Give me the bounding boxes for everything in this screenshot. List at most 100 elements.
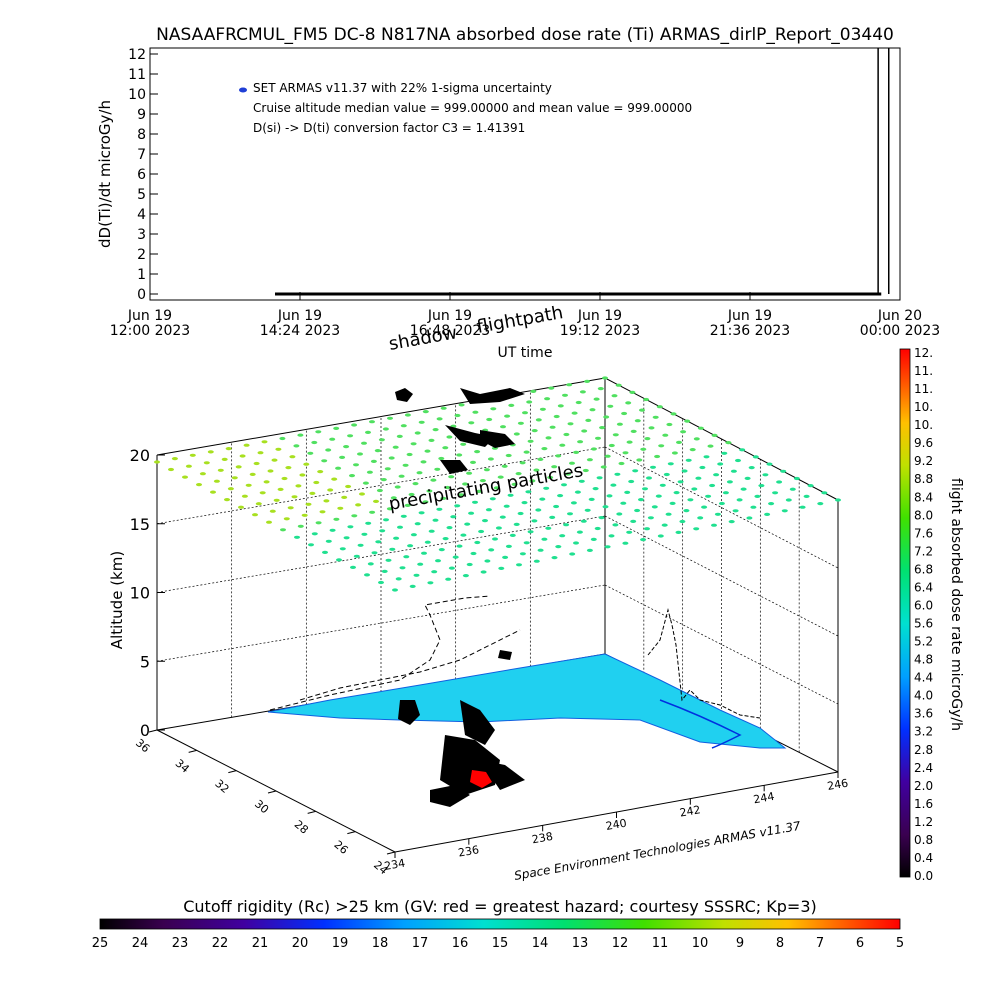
floor-contour-blue	[659, 699, 742, 749]
particle-dot	[329, 528, 336, 532]
particle-dot	[526, 400, 533, 404]
right-colorbar-tick-label: 12.	[914, 346, 933, 360]
particle-dot	[325, 539, 332, 543]
particle-dot	[557, 404, 564, 408]
legend-line-3: D(si) -> D(ti) conversion factor C3 = 1.…	[253, 121, 525, 135]
particle-dot	[527, 530, 534, 534]
particle-dot	[571, 411, 578, 415]
particle-dot	[291, 495, 298, 499]
right-colorbar-tick-label: 6.4	[914, 580, 933, 594]
top-y-tick-label: 2	[137, 247, 146, 263]
particle-dot	[313, 480, 320, 485]
top-x-tick-label-2: 21:36 2023	[710, 323, 790, 339]
particle-dot	[308, 543, 314, 547]
particle-dot	[224, 498, 230, 502]
particle-dot	[545, 526, 552, 530]
particle-dot	[595, 436, 601, 440]
particle-dot	[466, 471, 473, 475]
particle-dot	[626, 530, 633, 534]
particle-dot	[533, 468, 540, 472]
particle-dot	[608, 443, 615, 448]
particle-dot	[297, 524, 304, 528]
particle-dot	[592, 487, 599, 491]
particle-dot	[378, 580, 384, 585]
particle-dot	[317, 470, 324, 474]
latitude-tick	[307, 810, 316, 814]
particle-dot	[327, 488, 334, 492]
particle-dot	[309, 491, 316, 495]
particle-dot	[364, 573, 370, 577]
particle-dot	[445, 577, 452, 581]
bottom-colorbar-tick-label: 23	[172, 936, 189, 951]
right-colorbar-tick-label: 8.8	[914, 472, 933, 486]
particle-dot	[398, 474, 405, 478]
particle-dot	[474, 540, 481, 545]
particle-dot	[213, 479, 220, 483]
altitude-axis: 0 5 10 15 20	[130, 446, 165, 740]
particle-dot	[468, 511, 475, 515]
particle-dot	[305, 502, 312, 506]
bottom-colorbar-tick-label: 20	[292, 936, 309, 951]
bottom-colorbar-tick-label: 9	[736, 936, 744, 951]
particle-dot	[559, 443, 566, 447]
particle-dot	[347, 434, 354, 438]
particle-dot	[616, 422, 623, 426]
latitude-tick	[267, 790, 277, 794]
particle-dot	[438, 548, 445, 552]
particle-dot	[585, 418, 592, 422]
particle-dot	[397, 525, 403, 529]
particle-dot	[611, 394, 618, 398]
particle-dot	[594, 526, 601, 531]
particle-dot	[273, 498, 280, 502]
particle-dot	[442, 446, 449, 450]
particle-dot	[557, 494, 564, 498]
particle-dot	[295, 484, 302, 488]
particle-dot	[394, 485, 401, 489]
particle-dot	[154, 460, 160, 464]
right-colorbar-tick-label: 6.8	[914, 562, 933, 576]
particle-dot	[529, 479, 536, 483]
particle-dot	[267, 469, 274, 473]
particle-dot	[493, 486, 500, 490]
particle-dot	[531, 429, 538, 433]
particle-dot	[628, 479, 635, 484]
right-colorbar-tick-label: 4.8	[914, 653, 933, 667]
particle-dot	[424, 449, 431, 453]
particle-dot	[513, 522, 520, 527]
longitude-tick-label: 234	[383, 857, 406, 873]
top-x-tick-label-1: Jun 19	[277, 308, 322, 324]
particle-dot	[409, 584, 416, 589]
particle-dot	[697, 426, 704, 430]
particle-dot	[381, 569, 388, 574]
flightpath-wall-trace	[647, 608, 761, 719]
particle-dot	[299, 473, 306, 477]
right-colorbar-tick-label: 4.0	[914, 689, 933, 703]
particle-dot	[713, 473, 720, 477]
particle-dot	[549, 515, 556, 520]
particle-dot	[644, 527, 650, 531]
particle-dot	[182, 475, 188, 479]
particle-dot	[530, 389, 537, 393]
top-y-tick-label: 4	[137, 207, 146, 223]
particle-dot	[725, 441, 732, 445]
longitude-tick-label: 246	[826, 777, 849, 793]
particle-dot	[569, 461, 575, 465]
particle-dot	[472, 410, 479, 414]
particle-dot	[636, 458, 643, 462]
bottom-colorbar-tick-label: 18	[372, 936, 389, 951]
particle-dot	[446, 435, 453, 439]
particle-dot	[697, 516, 704, 520]
right-colorbar-tick-label: 5.6	[914, 617, 933, 631]
particle-dot	[555, 454, 562, 458]
particle-dot	[699, 465, 706, 470]
particle-dot	[355, 503, 362, 507]
right-colorbar: 12. 11. 11. 10. 10. 9.6 9.2 8.8 8.4 8.0 7.6 7.2 6.8 6…	[899, 346, 964, 883]
particle-dot	[573, 541, 579, 545]
particle-dot	[336, 558, 342, 562]
right-colorbar-tick-label: 3.6	[914, 707, 933, 721]
particle-dot	[315, 430, 322, 434]
particle-dot	[353, 554, 360, 558]
top-y-tick-label: 7	[137, 147, 146, 163]
